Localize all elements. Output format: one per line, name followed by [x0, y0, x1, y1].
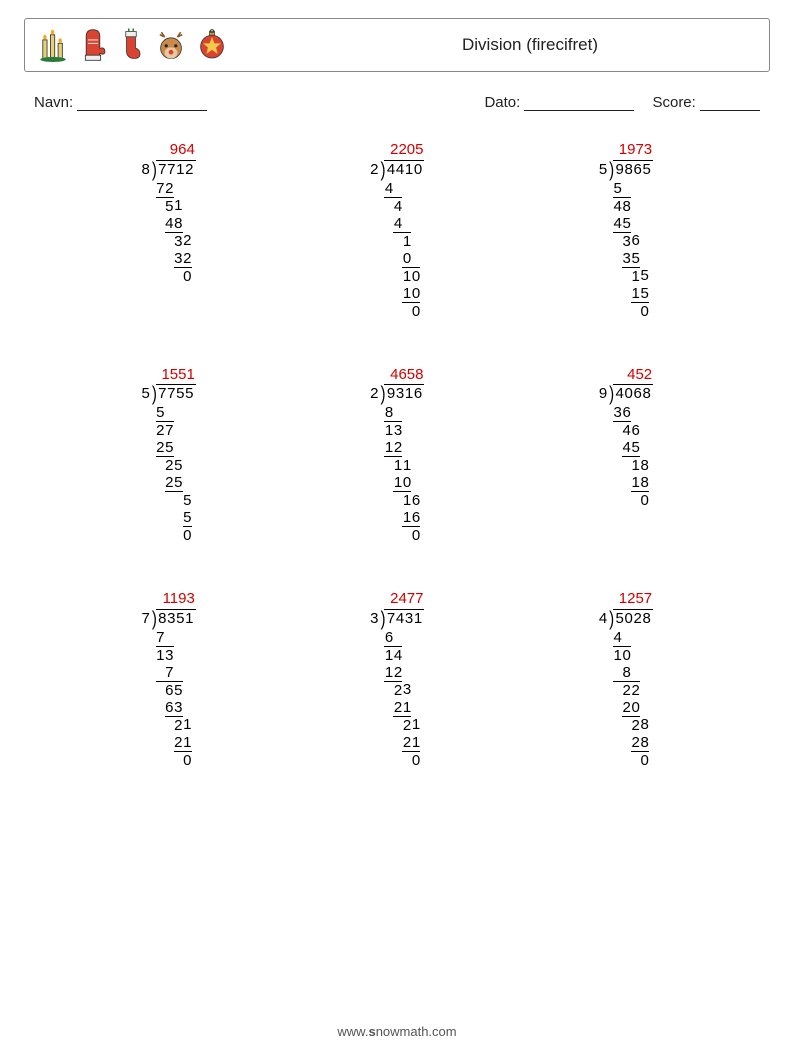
division-bracket: ): [380, 159, 386, 184]
division-bracket: ): [380, 383, 386, 408]
divisor: 8: [141, 161, 152, 180]
division-bracket: ): [609, 383, 615, 408]
work-steps: 7137656321210: [156, 629, 192, 769]
division-problem: 46582)9316 81312111016160: [313, 366, 482, 545]
work-steps: 36464518180: [613, 404, 649, 509]
quotient: 1257: [613, 590, 653, 610]
division-bracket: ): [609, 159, 615, 184]
dividend: 8351: [158, 610, 194, 627]
name-field: Navn:: [34, 94, 444, 111]
date-field: Dato:: [484, 94, 634, 111]
name-label: Navn:: [34, 94, 73, 111]
quotient: 452: [613, 366, 653, 386]
divisor: 9: [598, 385, 609, 404]
footer-url: www.snowmath.com: [337, 1024, 456, 1039]
division-bracket: ): [152, 383, 158, 408]
footer: www.snowmath.com: [0, 1024, 794, 1039]
dividend: 9865: [615, 161, 651, 178]
score-label: Score:: [652, 94, 695, 111]
header-icons: [39, 28, 225, 62]
division-problem: 11937)8351 7137656321210: [84, 590, 253, 769]
dividend: 7712: [158, 161, 194, 178]
meta-row: Navn: Dato: Score:: [24, 94, 770, 111]
worksheet-header: Division (firecifret): [24, 18, 770, 72]
quotient: 4658: [384, 366, 424, 386]
dividend: 7431: [386, 610, 422, 627]
quotient: 964: [156, 141, 196, 161]
division-problem: 9648)7712 72514832320: [84, 141, 253, 320]
quotient: 1193: [156, 590, 196, 610]
work-steps: 527252525550: [156, 404, 192, 544]
division-problem: 24773)7431 61412232121210: [313, 590, 482, 769]
worksheet-title: Division (firecifret): [225, 35, 755, 55]
dividend: 9316: [386, 385, 422, 402]
name-blank[interactable]: [77, 96, 207, 111]
quotient: 1973: [613, 141, 653, 161]
divisor: 7: [141, 610, 152, 629]
division-problem: 22052)4410 4441010100: [313, 141, 482, 320]
dividend: 5028: [615, 610, 651, 627]
divisor: 5: [598, 161, 609, 180]
work-steps: 61412232121210: [384, 629, 420, 769]
work-steps: 54845363515150: [613, 180, 649, 320]
divisor: 5: [141, 385, 152, 404]
divisor: 3: [369, 610, 380, 629]
divisor: 4: [598, 610, 609, 629]
score-blank[interactable]: [700, 96, 760, 111]
division-problem: 15515)7755 527252525550: [84, 366, 253, 545]
score-field: Score:: [652, 94, 760, 111]
dividend: 4410: [386, 161, 422, 178]
dividend: 4068: [615, 385, 651, 402]
dividend: 7755: [158, 385, 194, 402]
work-steps: 4108222028280: [613, 629, 649, 769]
division-problem: 19735)9865 54845363515150: [541, 141, 710, 320]
quotient: 1551: [156, 366, 196, 386]
candles-icon: [39, 28, 67, 62]
worksheet-page: Division (firecifret) Navn: Dato: Score:…: [0, 0, 794, 1053]
division-problem: 12574)5028 4108222028280: [541, 590, 710, 769]
date-label: Dato:: [484, 94, 520, 111]
division-bracket: ): [152, 608, 158, 633]
division-bracket: ): [380, 608, 386, 633]
stocking-icon: [119, 28, 143, 62]
work-steps: 4441010100: [384, 180, 420, 320]
quotient: 2205: [384, 141, 424, 161]
problems-grid: 9648)77127251483232022052)44104441010100…: [24, 141, 770, 769]
date-blank[interactable]: [524, 96, 634, 111]
work-steps: 72514832320: [156, 180, 192, 285]
divisor: 2: [369, 161, 380, 180]
divisor: 2: [369, 385, 380, 404]
ornament-icon: [199, 28, 225, 62]
division-problem: 4529)4068 36464518180: [541, 366, 710, 545]
division-bracket: ): [609, 608, 615, 633]
work-steps: 81312111016160: [384, 404, 420, 544]
reindeer-icon: [155, 28, 187, 62]
mitten-icon: [79, 28, 107, 62]
quotient: 2477: [384, 590, 424, 610]
division-bracket: ): [152, 159, 158, 184]
